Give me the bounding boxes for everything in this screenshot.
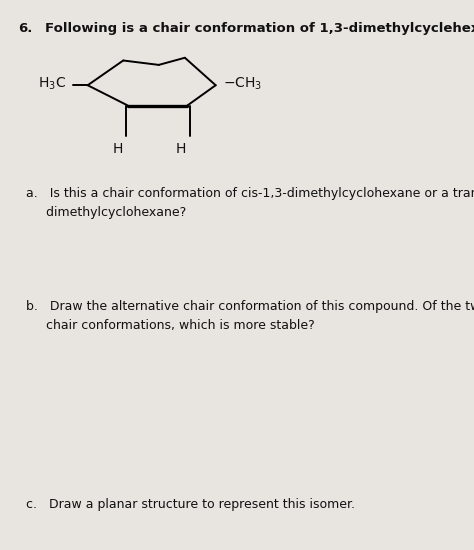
- Text: 6.: 6.: [18, 22, 32, 35]
- Text: $-$CH$_3$: $-$CH$_3$: [223, 75, 262, 92]
- Text: H: H: [176, 142, 186, 156]
- Text: b.   Draw the alternative chair conformation of this compound. Of the two
     c: b. Draw the alternative chair conformati…: [26, 300, 474, 332]
- Text: H$_3$C: H$_3$C: [38, 75, 66, 92]
- Text: c.   Draw a planar structure to represent this isomer.: c. Draw a planar structure to represent …: [26, 498, 355, 511]
- Text: a.   Is this a chair conformation of cis-1,3-dimethylcyclohexane or a trans-1,3-: a. Is this a chair conformation of cis-1…: [26, 187, 474, 219]
- Text: Following is a chair conformation of 1,3-dimethylcyclehexane: Following is a chair conformation of 1,3…: [45, 22, 474, 35]
- Text: H: H: [112, 142, 123, 156]
